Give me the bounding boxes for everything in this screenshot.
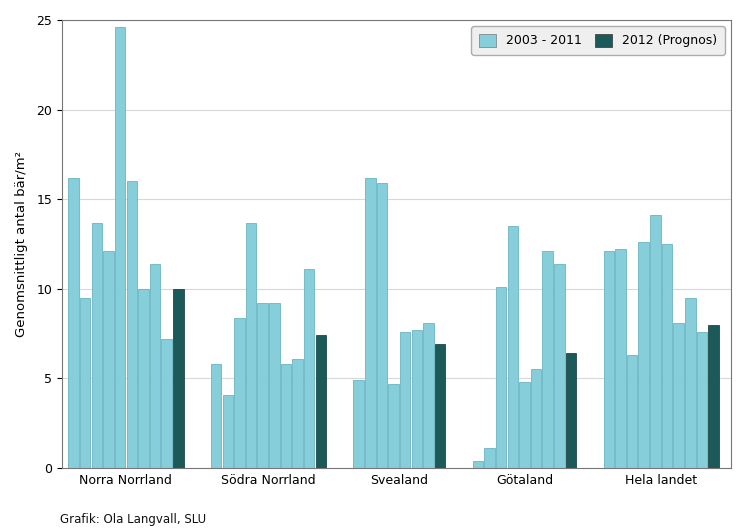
Bar: [674, 323, 684, 468]
Bar: [354, 380, 364, 468]
Bar: [280, 364, 291, 468]
Bar: [423, 323, 433, 468]
Y-axis label: Genomsnittligt antal bär/m²: Genomsnittligt antal bär/m²: [15, 151, 28, 337]
Bar: [365, 178, 375, 468]
Bar: [400, 332, 410, 468]
Bar: [554, 264, 565, 468]
Bar: [662, 244, 672, 468]
Bar: [435, 344, 445, 468]
Text: Grafik: Ola Langvall, SLU: Grafik: Ola Langvall, SLU: [60, 513, 206, 526]
Bar: [115, 27, 125, 468]
Bar: [173, 289, 184, 468]
Bar: [639, 242, 649, 468]
Bar: [316, 335, 326, 468]
Bar: [604, 251, 614, 468]
Bar: [103, 251, 113, 468]
Bar: [507, 226, 518, 468]
Bar: [650, 215, 661, 468]
Bar: [484, 448, 495, 468]
Bar: [304, 269, 314, 468]
Bar: [292, 359, 303, 468]
Bar: [127, 181, 137, 468]
Bar: [389, 384, 399, 468]
Bar: [234, 317, 245, 468]
Bar: [685, 298, 695, 468]
Bar: [697, 332, 707, 468]
Bar: [565, 353, 576, 468]
Bar: [80, 298, 90, 468]
Bar: [92, 222, 102, 468]
Bar: [473, 461, 483, 468]
Bar: [269, 303, 280, 468]
Bar: [412, 330, 422, 468]
Bar: [138, 289, 148, 468]
Bar: [519, 382, 530, 468]
Bar: [222, 394, 233, 468]
Bar: [377, 183, 387, 468]
Bar: [542, 251, 553, 468]
Bar: [150, 264, 160, 468]
Bar: [245, 222, 257, 468]
Bar: [69, 178, 79, 468]
Legend: 2003 - 2011, 2012 (Prognos): 2003 - 2011, 2012 (Prognos): [471, 26, 725, 55]
Bar: [531, 370, 542, 468]
Bar: [211, 364, 222, 468]
Bar: [627, 355, 637, 468]
Bar: [615, 249, 626, 468]
Bar: [708, 325, 719, 468]
Bar: [496, 287, 507, 468]
Bar: [257, 303, 268, 468]
Bar: [161, 339, 172, 468]
